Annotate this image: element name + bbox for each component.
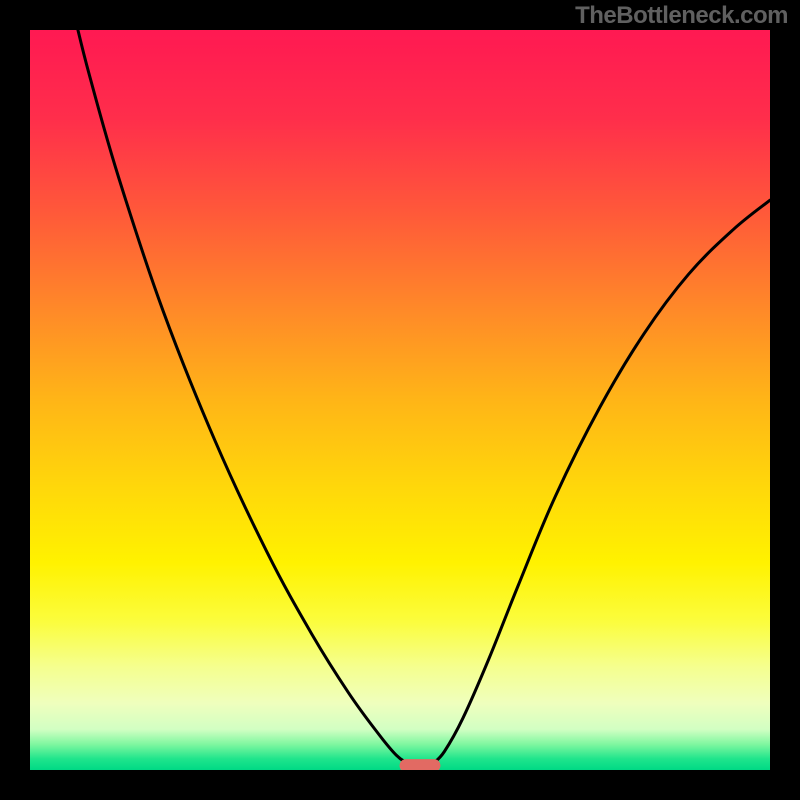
bottleneck-chart xyxy=(0,0,800,800)
watermark-label: TheBottleneck.com xyxy=(575,2,788,30)
bottleneck-marker xyxy=(400,760,440,772)
plot-background xyxy=(30,30,770,770)
chart-container: TheBottleneck.com xyxy=(0,0,800,800)
